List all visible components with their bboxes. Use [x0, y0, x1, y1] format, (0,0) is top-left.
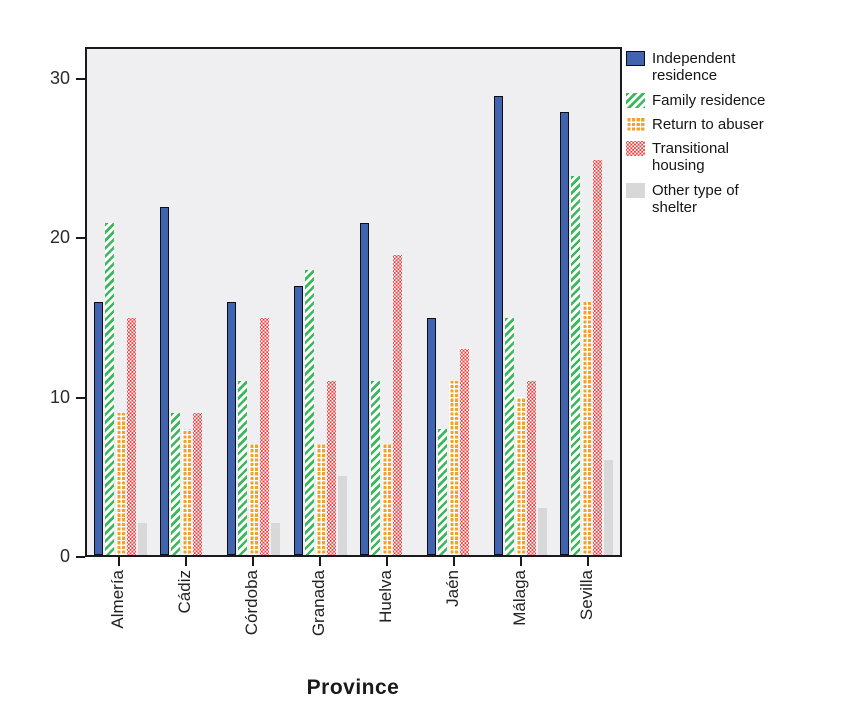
bar-other-type-of-shelter-c-rdoba	[271, 523, 281, 555]
x-axis-label-granada: Granada	[308, 570, 328, 637]
y-tick-label-30: 30	[49, 67, 70, 88]
bar-group-m-laga	[487, 49, 554, 555]
x-tick-granada	[318, 557, 321, 566]
legend-label-transitional-housing: Transitional housing	[652, 140, 729, 175]
bar-return-to-abuser-c-diz	[182, 428, 192, 555]
bar-group-ja-n	[420, 49, 487, 555]
legend-item-return-to-abuser: Return to abuser	[626, 116, 841, 133]
x-tick-almer-a	[117, 557, 120, 566]
bar-family-residence-granada	[304, 270, 314, 555]
legend-item-independent-residence: Independent residence	[626, 50, 841, 85]
bar-return-to-abuser-c-rdoba	[249, 444, 259, 555]
legend-label-family-residence: Family residence	[652, 91, 766, 109]
bar-independent-residence-almer-a	[93, 302, 103, 555]
y-axis: 0 10 20 30	[0, 47, 85, 566]
x-tick-huelva	[386, 557, 389, 566]
x-tick-sevilla	[587, 557, 590, 566]
bar-transitional-housing-ja-n	[459, 349, 469, 555]
bar-return-to-abuser-ja-n	[448, 381, 458, 555]
x-tick-c-rdoba	[251, 557, 254, 566]
x-tick-m-laga	[520, 557, 523, 566]
legend-swatch-return-to-abuser	[626, 116, 645, 132]
bar-family-residence-huelva	[371, 381, 381, 555]
legend-swatch-other-type-of-shelter	[626, 182, 645, 198]
legend-label-return-to-abuser: Return to abuser	[652, 115, 764, 133]
bar-transitional-housing-granada	[326, 381, 336, 555]
bar-other-type-of-shelter-granada	[337, 475, 347, 555]
bar-independent-residence-ja-n	[426, 317, 436, 555]
y-tick-0	[76, 556, 85, 558]
bar-independent-residence-m-laga	[493, 96, 503, 555]
bar-family-residence-sevilla	[571, 175, 581, 555]
bar-group-granada	[287, 49, 354, 555]
x-tick-c-diz	[184, 557, 187, 566]
y-tick-label-0: 0	[59, 546, 70, 567]
bar-group-huelva	[354, 49, 421, 555]
bar-return-to-abuser-almer-a	[115, 412, 125, 555]
legend-item-family-residence: Family residence	[626, 92, 841, 109]
legend-item-other-type-of-shelter: Other type of shelter	[626, 182, 841, 217]
bar-return-to-abuser-huelva	[382, 444, 392, 555]
bar-transitional-housing-almer-a	[126, 317, 136, 555]
bar-family-residence-almer-a	[104, 222, 114, 555]
legend-label-other-type-of-shelter: Other type of shelter	[652, 181, 739, 216]
bar-other-type-of-shelter-almer-a	[137, 523, 147, 555]
bar-independent-residence-c-rdoba	[227, 302, 237, 555]
y-tick-10	[76, 396, 85, 399]
bar-family-residence-c-rdoba	[238, 381, 248, 555]
legend: Independent residence Family residence Ret…	[626, 50, 841, 216]
bar-independent-residence-huelva	[360, 222, 370, 555]
bar-transitional-housing-sevilla	[593, 159, 603, 555]
bar-family-residence-c-diz	[171, 412, 181, 555]
bar-group-sevilla	[553, 49, 620, 555]
bar-transitional-housing-m-laga	[526, 381, 536, 555]
x-axis-label-sevilla: Sevilla	[577, 570, 597, 621]
plot-area	[85, 47, 622, 557]
bar-transitional-housing-huelva	[393, 254, 403, 555]
x-axis: Almería Cádiz Córdoba Granada Huelva Jaén Mála…	[85, 557, 622, 697]
legend-label-independent-residence: Independent residence	[652, 50, 736, 85]
bar-independent-residence-granada	[293, 286, 303, 555]
x-axis-label-almer-a: Almería	[107, 570, 127, 629]
x-axis-title: Province	[306, 676, 400, 699]
bar-transitional-housing-c-rdoba	[260, 317, 270, 555]
bar-return-to-abuser-granada	[315, 444, 325, 555]
x-axis-label-c-rdoba: Córdoba	[241, 570, 261, 636]
x-axis-label-c-diz: Cádiz	[174, 570, 194, 614]
y-tick-label-20: 20	[49, 227, 70, 248]
bar-group-almer-a	[87, 49, 154, 555]
x-tick-ja-n	[453, 557, 456, 566]
bar-family-residence-ja-n	[437, 428, 447, 555]
bar-return-to-abuser-m-laga	[515, 396, 525, 555]
y-tick-label-10: 10	[49, 386, 70, 407]
y-tick-20	[76, 237, 85, 240]
bar-group-c-diz	[154, 49, 221, 555]
legend-swatch-family-residence	[626, 92, 645, 108]
bar-other-type-of-shelter-m-laga	[537, 507, 547, 555]
x-axis-label-m-laga: Málaga	[510, 570, 530, 626]
bar-transitional-housing-c-diz	[193, 412, 203, 555]
bar-independent-residence-c-diz	[160, 207, 170, 555]
bar-family-residence-m-laga	[504, 317, 514, 555]
y-tick-30	[76, 77, 85, 80]
x-axis-label-ja-n: Jaén	[443, 570, 463, 607]
legend-item-transitional-housing: Transitional housing	[626, 140, 841, 175]
legend-swatch-independent-residence	[626, 51, 645, 66]
legend-swatch-transitional-housing	[626, 141, 645, 156]
bar-return-to-abuser-sevilla	[582, 302, 592, 555]
bar-group-c-rdoba	[220, 49, 287, 555]
bar-other-type-of-shelter-sevilla	[604, 460, 614, 555]
x-axis-label-huelva: Huelva	[376, 570, 396, 623]
bar-independent-residence-sevilla	[560, 112, 570, 555]
